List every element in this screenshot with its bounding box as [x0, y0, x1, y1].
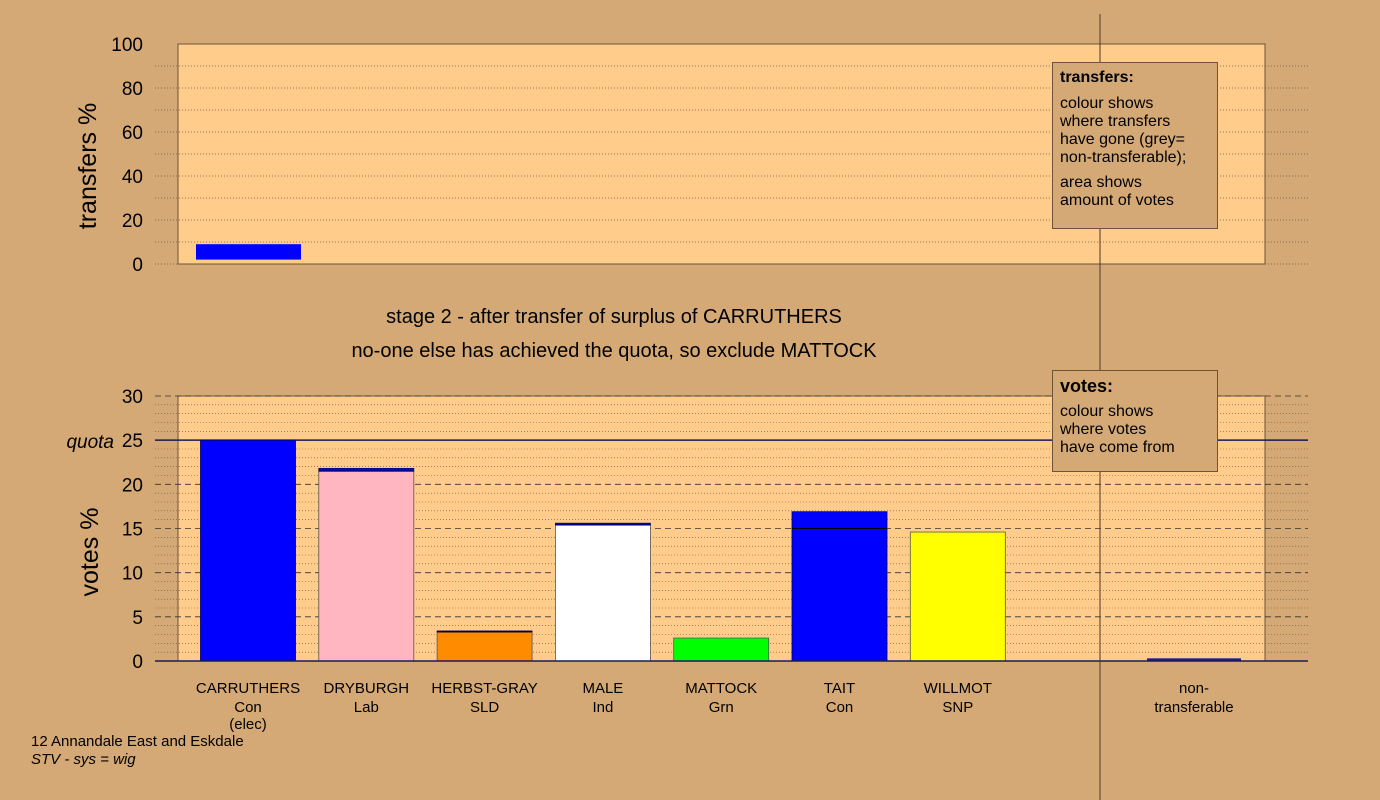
candidate-party: Con: [826, 699, 854, 716]
votes-y-tick: 30: [122, 387, 143, 408]
vote-bar: [555, 524, 651, 662]
votes-y-tick: 0: [132, 652, 143, 673]
candidate-name: MATTOCK: [685, 680, 757, 697]
candidate-name: MALE: [582, 680, 623, 697]
candidate-party: SNP: [942, 699, 973, 716]
vote-bar: [436, 631, 533, 662]
legend-transfers-line: non-transferable);: [1060, 149, 1187, 166]
nontransferable-label-line-2: transferable: [1154, 699, 1233, 716]
candidate-party: Con: [234, 699, 262, 716]
stage-line-2: no-one else has achieved the quota, so e…: [351, 340, 877, 362]
transfers-y-tick: 100: [111, 35, 143, 56]
vote-bar: [200, 439, 296, 662]
transfers-y-tick: 0: [132, 255, 143, 276]
legend-votes-line: where votes: [1060, 421, 1147, 438]
transfers-y-tick: 80: [122, 79, 143, 100]
legend-votes-line: have come from: [1060, 439, 1175, 456]
quota-label: quota: [66, 432, 114, 453]
candidate-party: Ind: [592, 699, 613, 716]
nontransferable-label-line-1: non-: [1179, 680, 1209, 697]
vote-bar-transfer: [791, 511, 888, 529]
legend-transfers-line: have gone (grey=: [1060, 131, 1185, 148]
vote-bar: [791, 528, 888, 662]
vote-bar: [909, 531, 1006, 662]
candidate-name: TAIT: [824, 680, 855, 697]
vote-bar: [673, 637, 770, 662]
candidate-name: DRYBURGH: [324, 680, 410, 697]
legend-transfers-title: transfers:: [1060, 69, 1134, 86]
candidate-labels: CARRUTHERSCon(elec)DRYBURGHLabHERBST-GRA…: [196, 680, 1234, 733]
transfers-y-tick: 40: [122, 167, 143, 188]
votes-y-tick: 20: [122, 475, 143, 496]
legend-transfers: transfers: colour shows where transfers …: [1052, 62, 1218, 229]
transfers-y-tick: 60: [122, 123, 143, 144]
footer-system: STV - sys = wig: [31, 751, 136, 768]
vote-bar: [318, 470, 415, 662]
legend-votes-line: colour shows: [1060, 403, 1154, 420]
candidate-party: SLD: [470, 699, 499, 716]
transfers-y-axis-title: transfers %: [74, 103, 102, 229]
candidate-party: Grn: [709, 699, 734, 716]
candidate-name: WILLMOT: [924, 680, 992, 697]
transfers-y-tick: 20: [122, 211, 143, 232]
legend-transfers-line: area shows: [1060, 174, 1142, 191]
candidate-name: HERBST-GRAY: [431, 680, 537, 697]
votes-y-tick: 10: [122, 564, 143, 585]
votes-y-tick: 25: [122, 431, 143, 452]
stage-line-1: stage 2 - after transfer of surplus of C…: [386, 306, 842, 328]
votes-chart: 0 5 10 15 20 25 30 quota votes %: [66, 387, 1308, 673]
votes-y-tick: 5: [132, 608, 143, 629]
candidate-note: (elec): [229, 716, 267, 733]
transfers-bar: [196, 244, 301, 260]
legend-transfers-line: amount of votes: [1060, 192, 1174, 209]
candidate-name: CARRUTHERS: [196, 680, 300, 697]
legend-transfers-line: where transfers: [1060, 113, 1171, 130]
votes-y-axis-title: votes %: [76, 508, 104, 597]
legend-votes-title: votes:: [1060, 376, 1114, 396]
legend-transfers-line: colour shows: [1060, 95, 1154, 112]
footer-ward: 12 Annandale East and Eskdale: [31, 733, 244, 750]
legend-votes: votes: colour shows where votes have com…: [1052, 370, 1218, 472]
votes-y-tick: 15: [122, 520, 143, 541]
candidate-party: Lab: [354, 699, 379, 716]
nontransferable-bar: [1147, 658, 1241, 661]
